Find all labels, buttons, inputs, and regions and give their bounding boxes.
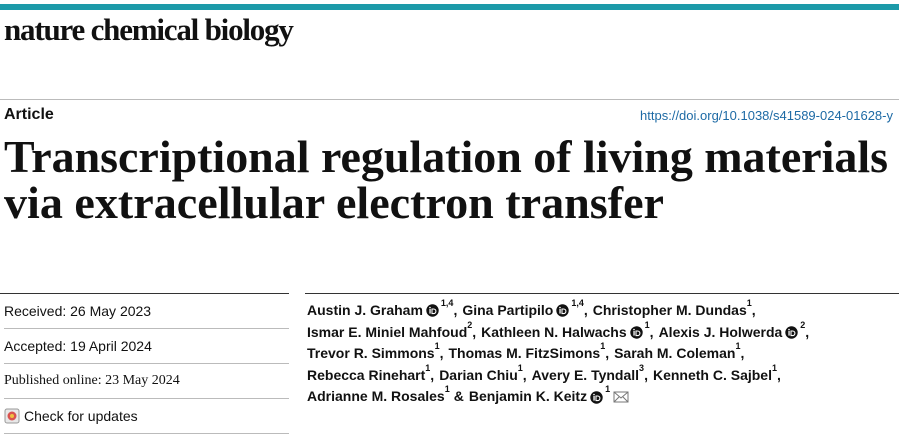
author-name: Gina Partipilo bbox=[462, 302, 554, 318]
accepted-date: Accepted: 19 April 2024 bbox=[4, 329, 289, 364]
orcid-icon[interactable] bbox=[590, 390, 603, 404]
separator: , bbox=[777, 366, 781, 383]
top-bar bbox=[0, 4, 899, 10]
author-line: Trevor R. Simmons 1, Thomas M. FitzSimons 1… bbox=[307, 342, 814, 365]
separator: & bbox=[453, 388, 464, 405]
orcid-icon[interactable] bbox=[556, 304, 570, 317]
author-name: Avery E. Tyndall bbox=[531, 366, 640, 383]
separator: , bbox=[472, 323, 477, 340]
author: Alexis J. Holwerda 2, bbox=[658, 320, 815, 344]
author-name: Austin J. Graham bbox=[307, 302, 423, 318]
received-date: Received: 26 May 2023 bbox=[4, 294, 289, 329]
email-icon[interactable] bbox=[613, 391, 629, 403]
separator: , bbox=[751, 302, 756, 318]
author-name: Alexis J. Holwerda bbox=[658, 323, 783, 340]
title-line: Transcriptional regulation of living mat… bbox=[4, 131, 888, 182]
author: Ismar E. Miniel Mahfoud 2, bbox=[307, 320, 481, 344]
doi-link[interactable]: https://doi.org/10.1038/s41589-024-01628… bbox=[640, 108, 893, 123]
divider bbox=[0, 293, 289, 294]
author: Christopher M. Dundas 1, bbox=[592, 299, 761, 322]
author: Trevor R. Simmons 1, bbox=[307, 342, 449, 365]
author: Benjamin K. Keitz 1 bbox=[468, 385, 631, 408]
separator: , bbox=[644, 366, 648, 383]
separator: , bbox=[805, 323, 810, 340]
author: Thomas M. FitzSimons 1, bbox=[448, 342, 615, 365]
author: Gina Partipilo 1,4, bbox=[462, 299, 592, 322]
title: Transcriptional regulation of living mat… bbox=[4, 131, 888, 228]
orcid-icon[interactable] bbox=[785, 326, 798, 339]
divider bbox=[0, 99, 899, 100]
author-name: Kathleen N. Halwachs bbox=[481, 323, 627, 340]
author: Adrianne M. Rosales 1 & bbox=[307, 385, 469, 408]
author-name: Benjamin K. Keitz bbox=[468, 388, 588, 405]
author-line: Adrianne M. Rosales 1 & Benjamin K. Keitz 1 bbox=[307, 385, 814, 408]
separator: , bbox=[439, 345, 444, 362]
separator: , bbox=[649, 323, 654, 340]
divider bbox=[305, 293, 899, 294]
author-name: Adrianne M. Rosales bbox=[307, 388, 445, 405]
author: Rebecca Rinehart 1, bbox=[307, 363, 439, 387]
orcid-icon[interactable] bbox=[629, 326, 643, 339]
author-list: Austin J. Graham 1,4, Gina Partipilo 1,4, Ch… bbox=[307, 299, 815, 408]
orcid-icon[interactable] bbox=[426, 304, 439, 317]
author-name: Christopher M. Dundas bbox=[592, 302, 747, 318]
check-updates-icon bbox=[4, 408, 20, 424]
separator: , bbox=[605, 345, 610, 362]
author-name: Kenneth C. Sajbel bbox=[652, 366, 772, 383]
journal-name: nature chemical biology bbox=[4, 12, 294, 47]
author-line: Rebecca Rinehart 1, Darian Chiu 1, Avery E. … bbox=[307, 363, 814, 387]
separator: , bbox=[453, 302, 458, 318]
author: Sarah M. Coleman 1, bbox=[614, 342, 749, 365]
separator: , bbox=[430, 366, 435, 383]
article-type: Article bbox=[4, 106, 54, 123]
author: Austin J. Graham 1,4, bbox=[307, 299, 462, 322]
author-name: Thomas M. FitzSimons bbox=[448, 345, 601, 362]
author: Kenneth C. Sajbel 1, bbox=[652, 363, 786, 387]
author: Darian Chiu 1, bbox=[439, 363, 531, 387]
author: Kathleen N. Halwachs 1, bbox=[481, 320, 658, 344]
author-line: Austin J. Graham 1,4, Gina Partipilo 1,4, Ch… bbox=[307, 299, 814, 322]
author-name: Darian Chiu bbox=[439, 366, 518, 383]
separator: , bbox=[740, 345, 745, 362]
published-date: Published online: 23 May 2024 bbox=[4, 364, 289, 399]
author-name: Ismar E. Miniel Mahfoud bbox=[307, 323, 468, 340]
author-name: Sarah M. Coleman bbox=[614, 345, 736, 362]
title-line: via extracellular electron transfer bbox=[4, 177, 664, 228]
check-updates-label: Check for updates bbox=[24, 408, 138, 424]
author-line: Ismar E. Miniel Mahfoud 2, Kathleen N. Hal… bbox=[307, 320, 815, 344]
author-name: Trevor R. Simmons bbox=[307, 345, 435, 362]
separator: , bbox=[522, 366, 527, 383]
separator: , bbox=[583, 302, 588, 318]
author-name: Rebecca Rinehart bbox=[307, 366, 426, 383]
check-updates[interactable]: Check for updates bbox=[4, 399, 289, 434]
author: Avery E. Tyndall 3, bbox=[531, 363, 653, 387]
